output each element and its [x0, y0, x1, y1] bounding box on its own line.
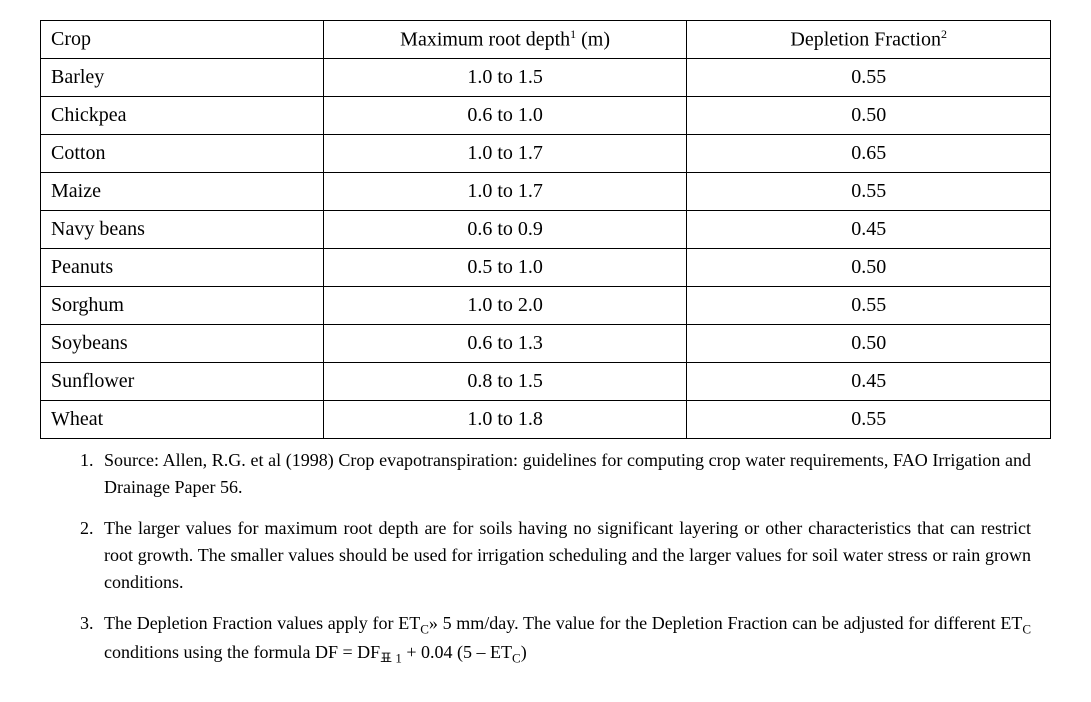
crop-table: Crop Maximum root depth1 (m) Depletion F… — [40, 20, 1051, 439]
header-frac-label: Depletion Fraction — [790, 29, 941, 51]
table-row: Wheat1.0 to 1.80.55 — [41, 401, 1051, 439]
footnotes: 1. Source: Allen, R.G. et al (1998) Crop … — [40, 447, 1051, 668]
cell-depth: 1.0 to 1.7 — [323, 135, 687, 173]
cell-crop: Soybeans — [41, 325, 324, 363]
footnote-number: 1. — [80, 447, 94, 474]
table-row: Chickpea0.6 to 1.00.50 — [41, 97, 1051, 135]
cell-frac: 0.50 — [687, 325, 1051, 363]
header-frac-sup: 2 — [941, 27, 947, 41]
cell-frac: 0.65 — [687, 135, 1051, 173]
cell-crop: Peanuts — [41, 249, 324, 287]
cell-depth: 0.6 to 1.3 — [323, 325, 687, 363]
footnote: 3. The Depletion Fraction values apply fo… — [80, 610, 1031, 668]
cell-crop: Navy beans — [41, 211, 324, 249]
table-row: Soybeans0.6 to 1.30.50 — [41, 325, 1051, 363]
table-row: Barley1.0 to 1.50.55 — [41, 59, 1051, 97]
header-crop: Crop — [41, 21, 324, 59]
cell-crop: Wheat — [41, 401, 324, 439]
footnote-text: Source: Allen, R.G. et al (1998) Crop ev… — [104, 450, 1031, 497]
footnote: 2. The larger values for maximum root dep… — [80, 515, 1031, 596]
cell-crop: Sunflower — [41, 363, 324, 401]
cell-crop: Cotton — [41, 135, 324, 173]
cell-frac: 0.50 — [687, 97, 1051, 135]
cell-depth: 0.8 to 1.5 — [323, 363, 687, 401]
cell-depth: 0.5 to 1.0 — [323, 249, 687, 287]
cell-frac: 0.45 — [687, 363, 1051, 401]
cell-depth: 1.0 to 2.0 — [323, 287, 687, 325]
cell-depth: 1.0 to 1.5 — [323, 59, 687, 97]
cell-depth: 1.0 to 1.7 — [323, 173, 687, 211]
table-row: Sorghum1.0 to 2.00.55 — [41, 287, 1051, 325]
cell-frac: 0.55 — [687, 287, 1051, 325]
footnote-number: 3. — [80, 610, 94, 637]
table-row: Maize1.0 to 1.70.55 — [41, 173, 1051, 211]
cell-depth: 0.6 to 1.0 — [323, 97, 687, 135]
cell-crop: Sorghum — [41, 287, 324, 325]
cell-depth: 0.6 to 0.9 — [323, 211, 687, 249]
cell-depth: 1.0 to 1.8 — [323, 401, 687, 439]
header-crop-label: Crop — [51, 28, 91, 50]
header-depth-label: Maximum root depth — [400, 29, 570, 51]
table-body: Barley1.0 to 1.50.55Chickpea0.6 to 1.00.… — [41, 59, 1051, 439]
table-row: Sunflower0.8 to 1.50.45 — [41, 363, 1051, 401]
footnote-text: The Depletion Fraction values apply for … — [104, 613, 1031, 662]
header-row: Crop Maximum root depth1 (m) Depletion F… — [41, 21, 1051, 59]
cell-crop: Chickpea — [41, 97, 324, 135]
footnote-text: The larger values for maximum root depth… — [104, 518, 1031, 592]
table-row: Cotton1.0 to 1.70.65 — [41, 135, 1051, 173]
cell-frac: 0.45 — [687, 211, 1051, 249]
cell-crop: Maize — [41, 173, 324, 211]
header-frac: Depletion Fraction2 — [687, 21, 1051, 59]
header-depth: Maximum root depth1 (m) — [323, 21, 687, 59]
cell-frac: 0.50 — [687, 249, 1051, 287]
footnote-number: 2. — [80, 515, 94, 542]
footnote: 1. Source: Allen, R.G. et al (1998) Crop … — [80, 447, 1031, 501]
cell-crop: Barley — [41, 59, 324, 97]
cell-frac: 0.55 — [687, 59, 1051, 97]
header-depth-suffix: (m) — [576, 29, 610, 51]
cell-frac: 0.55 — [687, 173, 1051, 211]
table-header: Crop Maximum root depth1 (m) Depletion F… — [41, 21, 1051, 59]
table-row: Peanuts0.5 to 1.00.50 — [41, 249, 1051, 287]
cell-frac: 0.55 — [687, 401, 1051, 439]
table-row: Navy beans0.6 to 0.90.45 — [41, 211, 1051, 249]
